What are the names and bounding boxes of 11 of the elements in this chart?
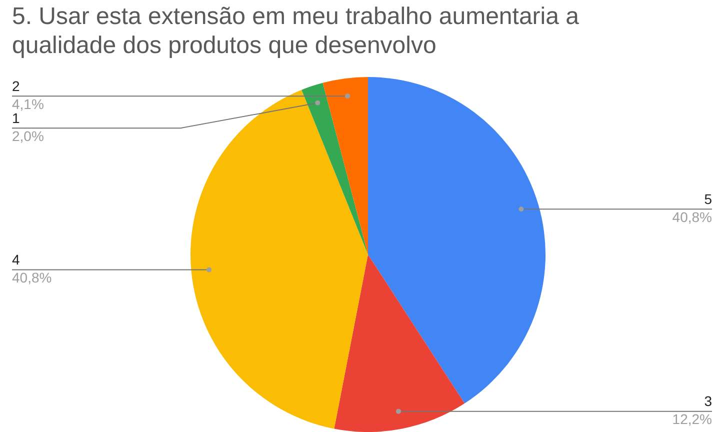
slice-label: 5 <box>704 191 712 208</box>
data-label: 4,1% <box>12 96 44 112</box>
slice-label: 2 <box>12 78 20 94</box>
data-label: 40,8% <box>672 209 712 226</box>
data-label: 12,2% <box>672 411 712 428</box>
chart-title: 5. Usar esta extensão em meu trabalho aumentaria a qualidade dos produtos que desenvolvo <box>12 2 580 60</box>
slice-label: 3 <box>704 393 712 410</box>
slice-label: 1 <box>12 110 20 126</box>
slice-label: 4 <box>12 252 20 268</box>
data-label: 2,0% <box>12 128 44 144</box>
data-label: 40,8% <box>12 270 52 286</box>
